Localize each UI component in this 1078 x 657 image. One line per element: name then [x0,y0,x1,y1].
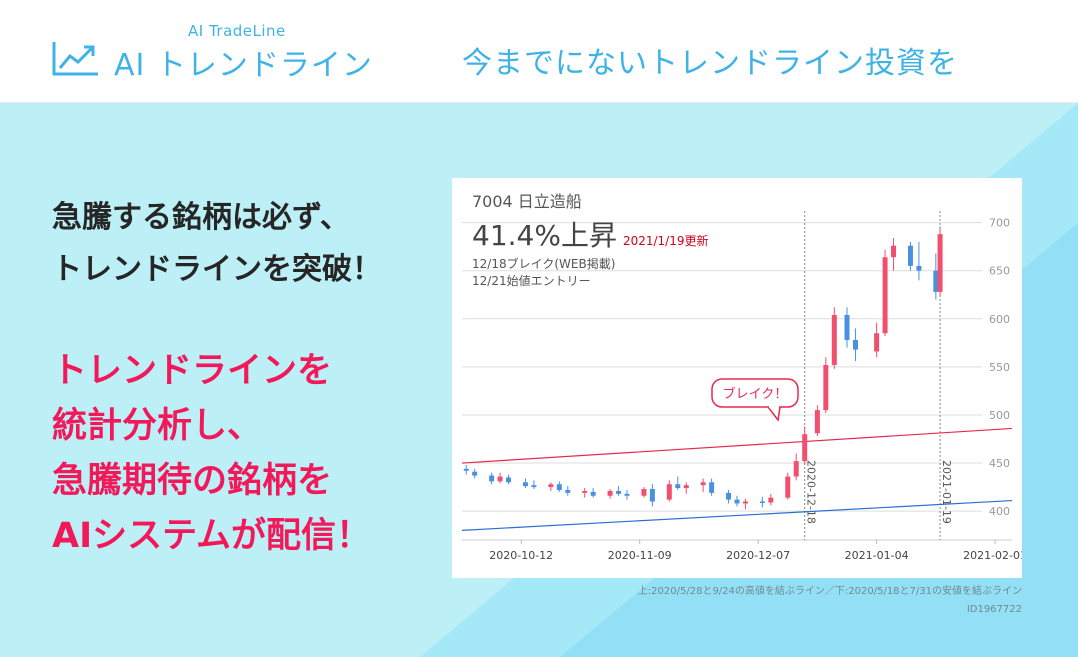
candle-body [933,270,939,292]
candle-body [823,364,829,411]
candle-body [700,482,706,486]
lower-trendline [461,499,1013,531]
stock-name: 7004 日立造船 [472,192,582,211]
y-tick-label: 550 [989,361,1010,374]
date-marker-label: 2020-12-18 [805,460,818,524]
y-tick-label: 500 [989,409,1010,422]
hero-copy: トレンドラインを 統計分析し、 急騰期待の銘柄を AIシステムが配信！ [52,344,371,564]
candle-body [666,484,672,500]
candle-body [522,482,528,487]
y-tick-label: 650 [989,265,1010,278]
candle-body [874,333,880,352]
candle-body [489,475,495,482]
candle-body [649,489,655,502]
candle-body [641,489,647,496]
hero-line: トレンドラインを [52,351,333,391]
rise-percent: 41.4%上昇 2021/1/19更新 [472,214,708,254]
callout-bubble [711,378,799,408]
candle-body [785,476,791,498]
tagline: 今までにないトレンドライン投資を [462,46,958,81]
candle-body [891,245,897,258]
x-tick-label: 2021-02-01 [963,549,1022,562]
candle-body [759,501,765,504]
y-tick-label: 400 [989,505,1010,518]
footnote: 上:2020/5/28と9/24の高値を結ぶライン／下:2020/5/18と7/… [637,586,1022,597]
lead-copy: 急騰する銘柄は必ず、 トレンドラインを突破！ [52,192,382,296]
candle-body [582,490,588,493]
hero-line: 統計分析し、 [52,406,263,446]
x-tick-label: 2020-10-12 [489,549,553,562]
candle-body [472,471,478,476]
candle-body [734,499,740,504]
candle-body [852,339,858,350]
logo-title[interactable]: AI トレンドライン [114,48,373,83]
update-date: 2021/1/19更新 [622,234,709,248]
candle-body [907,245,913,266]
header: AI TradeLine AI トレンドライン 今までにないトレンドライン投資を [0,0,1078,103]
candle-body [675,484,681,489]
candle-body [814,410,820,434]
candle-body [793,461,799,477]
lead-line: 急騰する銘柄は必ず、 [52,200,350,235]
candle-body [937,234,943,292]
candle-body [709,482,715,493]
date-marker-label: 2021-01-19 [940,460,953,524]
candle-body [607,490,613,496]
y-tick-label: 700 [989,217,1010,230]
candle-body [506,477,512,483]
candle-body [726,492,732,500]
candle-body [556,484,562,490]
candle-body [844,314,850,340]
rise-value: 41.4%上昇 [472,219,617,252]
x-tick-label: 2020-12-07 [726,549,790,562]
trend-chart-icon [52,42,98,76]
callout-pointer [766,406,781,422]
entry-note: 12/21始値エントリー [472,274,591,288]
candle-body [742,501,748,504]
hero-line: 急騰期待の銘柄を [52,461,333,501]
candle-body [590,491,596,496]
candlestick-chart: 700 650 600 550 500 450 400 2020-10-12 2020-11-0… [461,211,1022,562]
candle-body [802,434,808,462]
candle-body [548,484,554,488]
callout-text: ブレイク！ [723,386,788,402]
candle-body [768,497,774,503]
candle-body [882,257,888,334]
upper-trendline [461,427,1013,464]
candle-body [531,485,537,488]
id-label: ID1967722 [966,604,1022,615]
chart-card: 700 650 600 550 500 450 400 2020-10-12 2020-11-0… [452,178,1022,578]
break-note: 12/18ブレイク(WEB掲載) [472,257,616,271]
y-tick-label: 600 [989,313,1010,326]
candle-body [683,485,689,489]
candle-body [565,489,571,493]
candle-body [463,468,469,471]
logo-subtitle: AI TradeLine [188,22,286,40]
candle-body [916,265,922,271]
hero-line: AIシステムが配信！ [52,516,372,556]
candle-body [497,476,503,482]
lead-line: トレンドラインを突破！ [52,252,382,287]
candle-body [624,493,630,496]
x-tick-label: 2021-01-04 [845,549,909,562]
candle-body [616,490,622,494]
x-tick-label: 2020-11-09 [608,549,672,562]
candle-body [831,314,837,365]
y-tick-label: 450 [989,457,1010,470]
